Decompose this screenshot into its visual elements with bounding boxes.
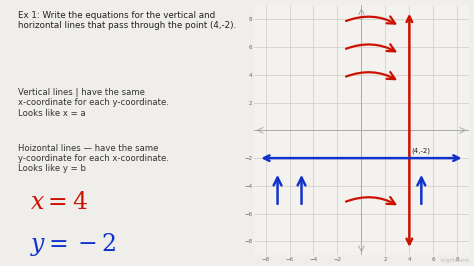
Text: $y=-2$: $y=-2$: [30, 231, 117, 259]
Text: (4,-2): (4,-2): [411, 147, 430, 154]
Text: brightstorm: brightstorm: [440, 258, 469, 263]
Text: Hoizontal lines — have the same
y-coordinate for each x-coordinate.
Looks like y: Hoizontal lines — have the same y-coordi…: [18, 144, 169, 173]
Text: $x=4$: $x=4$: [30, 190, 88, 214]
Text: Ex 1: Write the equations for the vertical and
horizontal lines that pass throug: Ex 1: Write the equations for the vertic…: [18, 11, 236, 30]
Text: Vertical lines | have the same
x-coordinate for each y-coordinate.
Looks like x : Vertical lines | have the same x-coordin…: [18, 88, 169, 118]
